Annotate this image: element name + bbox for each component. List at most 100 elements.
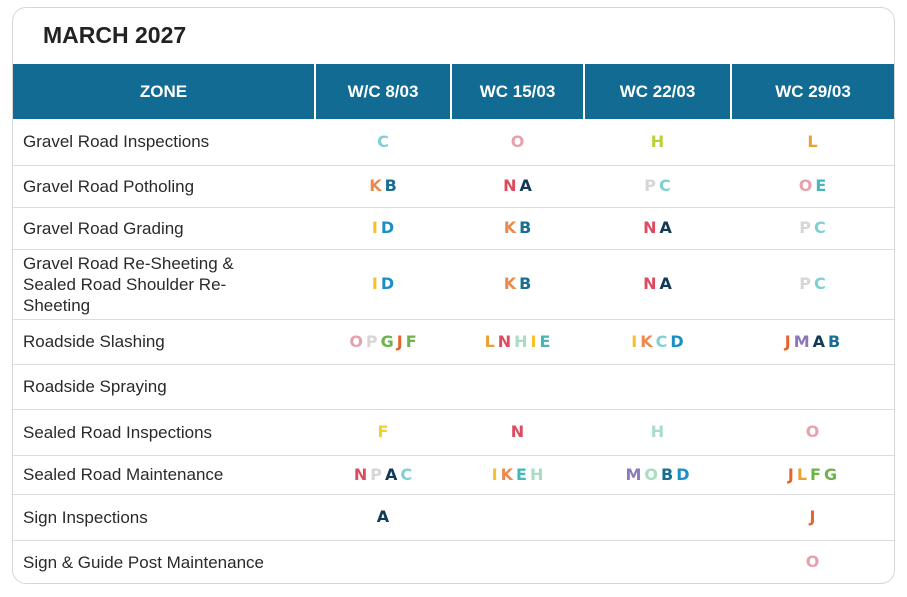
crew-letter: O (798, 176, 813, 195)
crew-letter: A (812, 331, 826, 351)
crew-letter: N (510, 422, 525, 441)
crew-letter: C (813, 218, 826, 237)
crew-letter: N (353, 464, 368, 484)
zone-label: Sealed Road Inspections (23, 422, 213, 442)
crew-letter: I (491, 464, 498, 484)
crew-letter: A (384, 464, 398, 484)
schedule-table: ZONE W/C 8/03 WC 15/03 WC 22/03 WC 29/03… (13, 64, 894, 583)
zone-label: Roadside Spraying (23, 377, 167, 396)
crew-letter: C (655, 331, 668, 351)
crew-letter: O (349, 331, 363, 351)
crew-codes: J (808, 507, 817, 526)
crew-letter: N (503, 176, 517, 195)
col-header-week-2: WC 15/03 (451, 64, 585, 119)
header-row: ZONE W/C 8/03 WC 15/03 WC 22/03 WC 29/03 (13, 64, 894, 119)
crew-letter: C (400, 464, 413, 484)
crew-cell: H (584, 119, 731, 165)
crew-letter: E (539, 331, 551, 351)
zone-cell: Gravel Road Grading (13, 206, 315, 249)
crew-codes: A (375, 507, 390, 526)
crew-cell: A (315, 493, 451, 540)
crew-letter: I (371, 218, 378, 237)
col-header-zone: ZONE (13, 64, 316, 119)
table-row: Sign & Guide Post Maintenance O (13, 539, 894, 583)
crew-cell (451, 493, 584, 540)
crew-letter: P (799, 274, 811, 293)
crew-cell (584, 539, 731, 583)
zone-label: Gravel Road Re-Sheeting & Sealed Road Sh… (23, 253, 234, 315)
crew-letter: A (519, 176, 532, 195)
crew-letter: P (644, 176, 656, 195)
crew-letter: N (643, 274, 657, 293)
crew-letter: D (380, 218, 395, 237)
zone-cell: Gravel Road Inspections (13, 119, 315, 165)
table-row: Gravel Road Inspections C O H L (13, 119, 894, 165)
zone-cell: Sign Inspections (13, 493, 315, 540)
crew-letter: I (371, 274, 378, 293)
crew-letter: P (370, 464, 382, 484)
table-row: Roadside Slashing O P G J F L N H I E I K C D J M A B (13, 318, 894, 364)
crew-letter: K (503, 218, 517, 237)
col-header-week-1: W/C 8/03 (315, 64, 452, 119)
crew-letter: J (787, 464, 794, 484)
crew-codes: H (649, 422, 665, 441)
crew-letter: O (644, 464, 659, 484)
crew-codes: O (804, 552, 821, 571)
crew-letter: N (643, 218, 657, 237)
col-header-week-3: WC 22/03 (584, 64, 732, 119)
zone-label: Gravel Road Grading (23, 218, 184, 238)
crew-letter: A (659, 218, 672, 237)
crew-letter: E (516, 464, 527, 484)
crew-letter: G (380, 331, 394, 351)
table-row: Sealed Road Maintenance N P A C I K E H M O B D J L F G (13, 454, 894, 494)
crew-letter: O (510, 131, 525, 151)
crew-letter: P (365, 331, 378, 351)
table-row: Sign Inspections A J (13, 493, 894, 540)
crew-cell: F (315, 408, 451, 455)
crew-letter: P (799, 218, 811, 237)
crew-cell (584, 363, 731, 409)
crew-cell: O (451, 119, 584, 165)
crew-letter: J (784, 331, 791, 351)
crew-cell: C (315, 119, 451, 165)
zone-cell: Gravel Road Potholing (13, 164, 315, 207)
crew-letter: F (405, 331, 417, 351)
crew-letter: A (659, 274, 672, 293)
crew-letter: M (625, 464, 642, 484)
crew-letter: A (376, 507, 390, 526)
crew-cell (451, 539, 584, 583)
crew-letter: O (805, 552, 820, 572)
zone-cell: Roadside Spraying (13, 363, 315, 409)
crew-letter: B (519, 218, 532, 237)
crew-codes: F (376, 422, 390, 441)
crew-letter: H (514, 331, 528, 351)
zone-label: Sign & Guide Post Maintenance (23, 552, 264, 572)
crew-letter: I (530, 331, 537, 351)
table-row: Gravel Road Potholing K B N A P C O E (13, 164, 894, 207)
crew-cell (584, 493, 731, 540)
crew-letter: K (503, 274, 517, 293)
crew-letter: K (500, 464, 514, 484)
crew-letter: K (640, 331, 653, 351)
